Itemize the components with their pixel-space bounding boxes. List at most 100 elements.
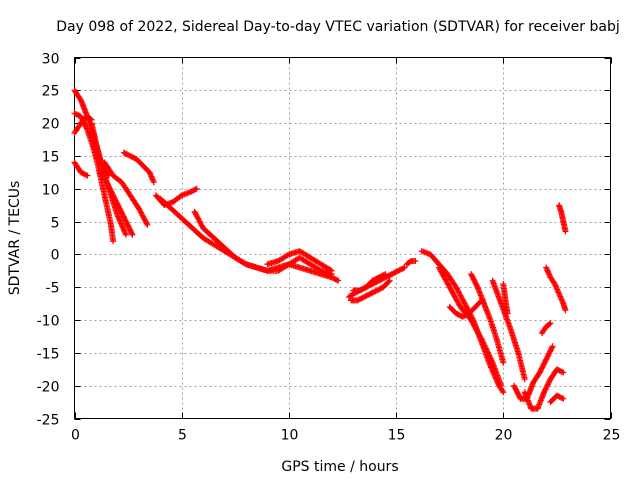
series-s15 xyxy=(350,271,389,294)
data-point xyxy=(500,389,507,396)
y-tick-label: 10 xyxy=(42,183,60,199)
data-point xyxy=(128,230,135,237)
data-point xyxy=(121,214,128,221)
data-point xyxy=(504,310,511,317)
data-point xyxy=(110,192,117,199)
data-point xyxy=(473,282,480,289)
data-point xyxy=(119,210,126,217)
data-point xyxy=(544,353,551,360)
data-point xyxy=(400,265,407,272)
series-s12 xyxy=(264,248,335,274)
data-point xyxy=(121,215,128,222)
series-s26 xyxy=(556,202,569,235)
data-point xyxy=(109,191,116,198)
data-point xyxy=(335,277,342,284)
data-point xyxy=(83,125,90,132)
data-point xyxy=(546,349,553,356)
data-point xyxy=(143,220,150,227)
x-tick-label: 25 xyxy=(603,428,621,444)
data-point xyxy=(549,343,556,350)
data-point xyxy=(116,205,123,212)
data-point xyxy=(382,271,389,278)
data-point xyxy=(470,276,477,283)
data-point xyxy=(537,368,544,375)
data-point xyxy=(112,197,119,204)
data-point xyxy=(478,335,485,342)
data-point xyxy=(544,382,551,389)
series-s14 xyxy=(348,277,393,304)
data-point xyxy=(106,185,113,192)
data-point xyxy=(119,212,126,219)
data-point xyxy=(542,386,549,393)
data-point xyxy=(192,186,199,193)
x-tick-label: 10 xyxy=(281,428,299,444)
series-s8 xyxy=(120,149,157,186)
data-point xyxy=(144,221,151,228)
data-point xyxy=(512,386,519,393)
series-s27 xyxy=(547,392,567,406)
series-s25 xyxy=(543,264,569,314)
data-point xyxy=(81,121,88,128)
data-point xyxy=(412,257,419,264)
data-point xyxy=(545,351,552,358)
data-point xyxy=(538,365,545,372)
data-point xyxy=(559,395,566,402)
data-point xyxy=(124,222,131,229)
data-point xyxy=(125,223,132,230)
data-point xyxy=(114,201,121,208)
series-s13 xyxy=(345,264,408,301)
data-point xyxy=(468,272,475,279)
data-point xyxy=(105,183,112,190)
data-point xyxy=(562,307,569,314)
data-point xyxy=(499,387,506,394)
data-point xyxy=(471,278,478,285)
data-point xyxy=(536,369,543,376)
data-point xyxy=(541,359,548,366)
x-tick-label: 15 xyxy=(388,428,406,444)
data-point xyxy=(401,264,408,271)
data-point xyxy=(120,213,127,220)
plot-frame xyxy=(74,57,611,419)
data-point xyxy=(560,369,567,376)
data-point xyxy=(546,321,553,328)
axis-ticks: 0 5 10 15 20 25 -25 -20 -15 -10 -5 0 5 10 15 20 25 30 xyxy=(37,52,621,444)
data-point xyxy=(542,357,549,364)
data-point xyxy=(333,277,340,284)
data-point xyxy=(472,280,479,287)
data-point xyxy=(541,387,548,394)
grid xyxy=(74,57,611,419)
series-s3 xyxy=(71,113,95,136)
data-point xyxy=(560,395,567,402)
data-point xyxy=(511,383,518,390)
series-s10 xyxy=(157,195,342,284)
data-point xyxy=(77,113,84,120)
data-point xyxy=(113,200,120,207)
y-axis-label: SDTVAR / TECUs xyxy=(7,181,23,296)
data-point xyxy=(513,387,520,394)
x-tick-label: 5 xyxy=(178,428,187,444)
data-point xyxy=(511,382,518,389)
data-point xyxy=(514,390,521,397)
data-point xyxy=(241,260,248,267)
data-point xyxy=(123,219,130,226)
data-point xyxy=(521,376,528,383)
y-tick-label: 20 xyxy=(42,117,60,133)
data-point xyxy=(385,278,392,285)
data-point xyxy=(514,389,521,396)
data-point xyxy=(542,385,549,392)
series-s22 xyxy=(500,280,511,317)
data-point xyxy=(110,193,117,200)
data-point xyxy=(122,231,129,238)
series-s7 xyxy=(101,159,151,228)
data-point xyxy=(473,281,480,288)
x-axis-label: GPS time / hours xyxy=(281,459,398,475)
data-point xyxy=(515,391,522,398)
series-s6 xyxy=(97,169,136,238)
y-tick-label: -5 xyxy=(46,281,60,297)
y-tick-label: 15 xyxy=(42,150,60,166)
data-point xyxy=(544,381,551,388)
data-point xyxy=(469,273,476,280)
data-point xyxy=(117,208,124,215)
data-point xyxy=(112,196,119,203)
data-point xyxy=(284,252,291,259)
